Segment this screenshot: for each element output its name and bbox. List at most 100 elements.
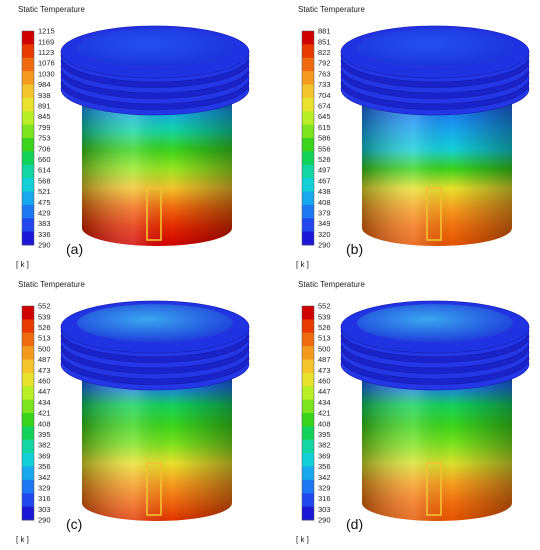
colorbar-segment <box>302 426 314 441</box>
colorbar-segment <box>302 479 314 494</box>
colorbar-segment <box>22 319 34 334</box>
colorbar-tick-label: 342 <box>38 473 51 482</box>
colorbar-segment <box>22 231 34 246</box>
colorbar-segment <box>302 44 314 59</box>
colorbar-segment <box>302 506 314 521</box>
colorbar-tick-label: 614 <box>38 166 51 175</box>
colorbar-tick-label: 460 <box>318 377 331 386</box>
colorbar-tick-label: 753 <box>38 134 51 143</box>
piston-crown-top <box>76 303 234 343</box>
colorbar-tick-label: 704 <box>318 91 331 100</box>
colorbar-segment <box>22 386 34 401</box>
colorbar-segment <box>22 97 34 112</box>
colorbar-segment <box>22 191 34 206</box>
piston-body-shading <box>82 367 232 521</box>
colorbar-tick-label: 487 <box>38 355 51 364</box>
colorbar-unit: [ k ] <box>16 260 29 269</box>
colorbar-tick-label: 473 <box>38 366 51 375</box>
colorbar-tick-label: 467 <box>318 176 331 185</box>
colorbar-segment <box>22 479 34 494</box>
colorbar-tick-label: 891 <box>38 102 51 111</box>
colorbar-tick-label: 552 <box>318 302 331 311</box>
colorbar-tick-label: 408 <box>318 198 331 207</box>
colorbar-tick-label: 475 <box>38 198 51 207</box>
colorbar-tick-label: 460 <box>38 377 51 386</box>
colorbar-tick-label: 369 <box>38 451 51 460</box>
colorbar-tick-label: 733 <box>318 80 331 89</box>
colorbar-segment <box>22 306 34 320</box>
colorbar-tick-label: 447 <box>38 387 51 396</box>
colorbar-segment <box>22 346 34 360</box>
colorbar-segment <box>22 399 34 414</box>
colorbar-tick-label: 513 <box>38 334 51 343</box>
colorbar-tick-label: 487 <box>318 355 331 364</box>
colorbar-unit: [ k ] <box>16 535 29 544</box>
colorbar-unit: [ k ] <box>296 260 309 269</box>
colorbar-segment <box>302 218 314 233</box>
colorbar-tick-label: 356 <box>318 462 331 471</box>
colorbar-tick-label: 369 <box>318 451 331 460</box>
colorbar-frame <box>301 30 315 246</box>
colorbar-segment <box>302 71 314 85</box>
colorbar-tick-label: 395 <box>38 430 51 439</box>
colorbar-tick-label: 851 <box>318 37 331 46</box>
colorbar-tick-label: 349 <box>318 219 331 228</box>
colorbar-segment <box>22 84 34 99</box>
colorbar-segment <box>22 359 34 374</box>
colorbar-tick-label: 763 <box>318 69 331 78</box>
piston-slot-outline <box>426 187 442 241</box>
colorbar-tick-label: 526 <box>318 323 331 332</box>
colorbar-segment <box>302 439 314 454</box>
colorbar-segment <box>22 124 34 139</box>
colorbar-tick-label: 500 <box>38 344 51 353</box>
colorbar-tick-label: 336 <box>38 230 51 239</box>
colorbar-tick-label: 303 <box>38 505 51 514</box>
colorbar-tick-label: 447 <box>318 387 331 396</box>
colorbar-tick-label: 421 <box>318 409 331 418</box>
colorbar-tick-label: 615 <box>318 123 331 132</box>
piston-slot-outline <box>146 462 162 516</box>
colorbar-tick-label: 1030 <box>38 69 55 78</box>
colorbar-tick-label: 395 <box>318 430 331 439</box>
colorbar-tick-label: 539 <box>38 312 51 321</box>
colorbar-segment <box>302 306 314 320</box>
colorbar-title: Static Temperature <box>298 5 366 14</box>
colorbar-segment <box>302 31 314 45</box>
colorbar-tick-label: 421 <box>38 409 51 418</box>
colorbar-tick-label: 513 <box>318 334 331 343</box>
colorbar-title: Static Temperature <box>18 5 86 14</box>
colorbar-unit: [ k ] <box>296 535 309 544</box>
colorbar-tick-label: 329 <box>38 484 51 493</box>
colorbar-segment <box>302 319 314 334</box>
colorbar-frame <box>21 30 35 246</box>
colorbar-segment <box>22 138 34 152</box>
colorbar-segment <box>302 413 314 427</box>
colorbar-tick-label: 290 <box>38 516 51 525</box>
colorbar-tick-label: 303 <box>318 505 331 514</box>
piston-body-shading <box>362 367 512 521</box>
panel-tag: (c) <box>66 516 82 532</box>
colorbar-segment <box>22 71 34 85</box>
piston-slot-outline <box>146 187 162 241</box>
piston-body-shading <box>82 92 232 246</box>
colorbar-tick-label: 660 <box>38 155 51 164</box>
colorbar-tick-label: 408 <box>318 419 331 428</box>
colorbar-tick-label: 568 <box>38 176 51 185</box>
colorbar-tick-label: 706 <box>38 144 51 153</box>
colorbar-tick-label: 645 <box>318 112 331 121</box>
colorbar-tick-label: 500 <box>318 344 331 353</box>
colorbar-tick-label: 342 <box>318 473 331 482</box>
colorbar-tick-label: 320 <box>318 230 331 239</box>
colorbar-tick-label: 382 <box>318 441 331 450</box>
colorbar-segment <box>22 164 34 179</box>
colorbar-segment <box>302 231 314 246</box>
piston-crown-top <box>356 28 514 68</box>
colorbar-tick-label: 1169 <box>38 37 54 46</box>
colorbar-segment <box>22 57 34 72</box>
colorbar-tick-label: 438 <box>318 187 331 196</box>
colorbar-tick-label: 984 <box>38 80 51 89</box>
colorbar-tick-label: 290 <box>318 516 331 525</box>
